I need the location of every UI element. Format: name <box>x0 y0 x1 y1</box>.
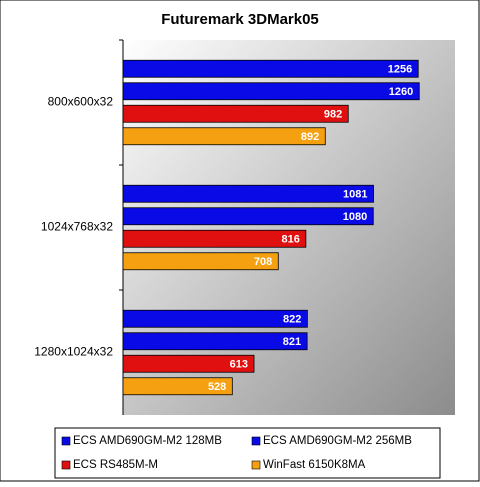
legend-swatch <box>251 460 261 470</box>
value-label: 1080 <box>343 211 367 223</box>
value-label: 1260 <box>389 86 413 98</box>
legend-label: WinFast 6150K8MA <box>263 459 366 471</box>
value-label: 892 <box>301 131 319 143</box>
legend-swatch <box>61 460 71 470</box>
y-tick-label: 800x600x32 <box>48 95 114 109</box>
value-label: 822 <box>283 314 301 326</box>
legend-swatch <box>251 436 261 446</box>
bar <box>122 207 374 226</box>
value-label: 528 <box>208 381 226 393</box>
bar <box>122 377 233 396</box>
legend-label: ECS AMD690GM-M2 128MB <box>73 435 222 447</box>
value-label: 982 <box>324 109 342 121</box>
bar <box>122 104 349 123</box>
bar <box>122 127 326 146</box>
value-label: 816 <box>281 234 299 246</box>
chart-title: Futuremark 3DMark05 <box>161 11 319 28</box>
bar <box>122 184 374 203</box>
bar <box>122 229 307 248</box>
bar <box>122 354 255 373</box>
legend-label: ECS RS485M-M <box>73 459 158 471</box>
value-label: 708 <box>254 256 272 268</box>
bar <box>122 309 308 328</box>
bar <box>122 59 419 78</box>
legend-label: ECS AMD690GM-M2 256MB <box>263 435 412 447</box>
value-label: 613 <box>230 359 248 371</box>
value-label: 821 <box>283 336 301 348</box>
bar <box>122 252 279 271</box>
legend-swatch <box>61 436 71 446</box>
y-tick-label: 1024x768x32 <box>41 220 113 234</box>
bar <box>122 332 308 351</box>
value-label: 1081 <box>343 189 367 201</box>
value-label: 1256 <box>388 64 412 76</box>
plot-area <box>123 40 455 415</box>
bar <box>122 82 420 101</box>
y-tick-label: 1280x1024x32 <box>34 345 113 359</box>
legend <box>54 427 441 479</box>
